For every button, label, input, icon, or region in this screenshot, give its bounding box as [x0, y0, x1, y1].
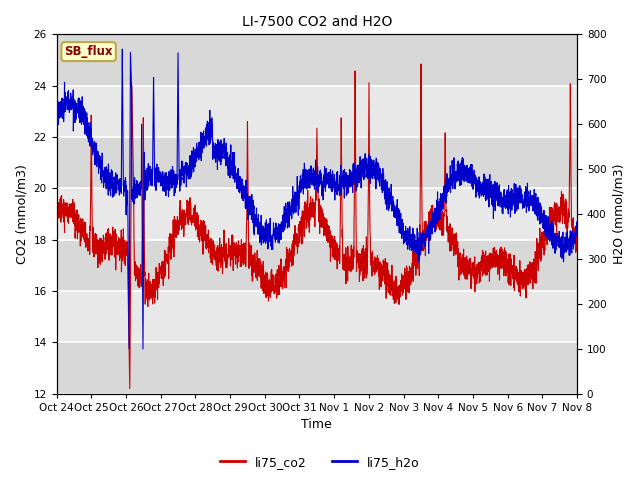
- Bar: [56, 291, 577, 342]
- Legend: li75_co2, li75_h2o: li75_co2, li75_h2o: [215, 451, 425, 474]
- Bar: [56, 240, 577, 291]
- X-axis label: Time: Time: [301, 419, 332, 432]
- Bar: [56, 137, 577, 188]
- Bar: [56, 35, 577, 86]
- Title: LI-7500 CO2 and H2O: LI-7500 CO2 and H2O: [242, 15, 392, 29]
- Bar: [56, 188, 577, 240]
- Text: SB_flux: SB_flux: [65, 45, 113, 58]
- Y-axis label: CO2 (mmol/m3): CO2 (mmol/m3): [15, 164, 28, 264]
- Y-axis label: H2O (mmol/m3): H2O (mmol/m3): [612, 164, 625, 264]
- Bar: [56, 342, 577, 394]
- Bar: [56, 86, 577, 137]
